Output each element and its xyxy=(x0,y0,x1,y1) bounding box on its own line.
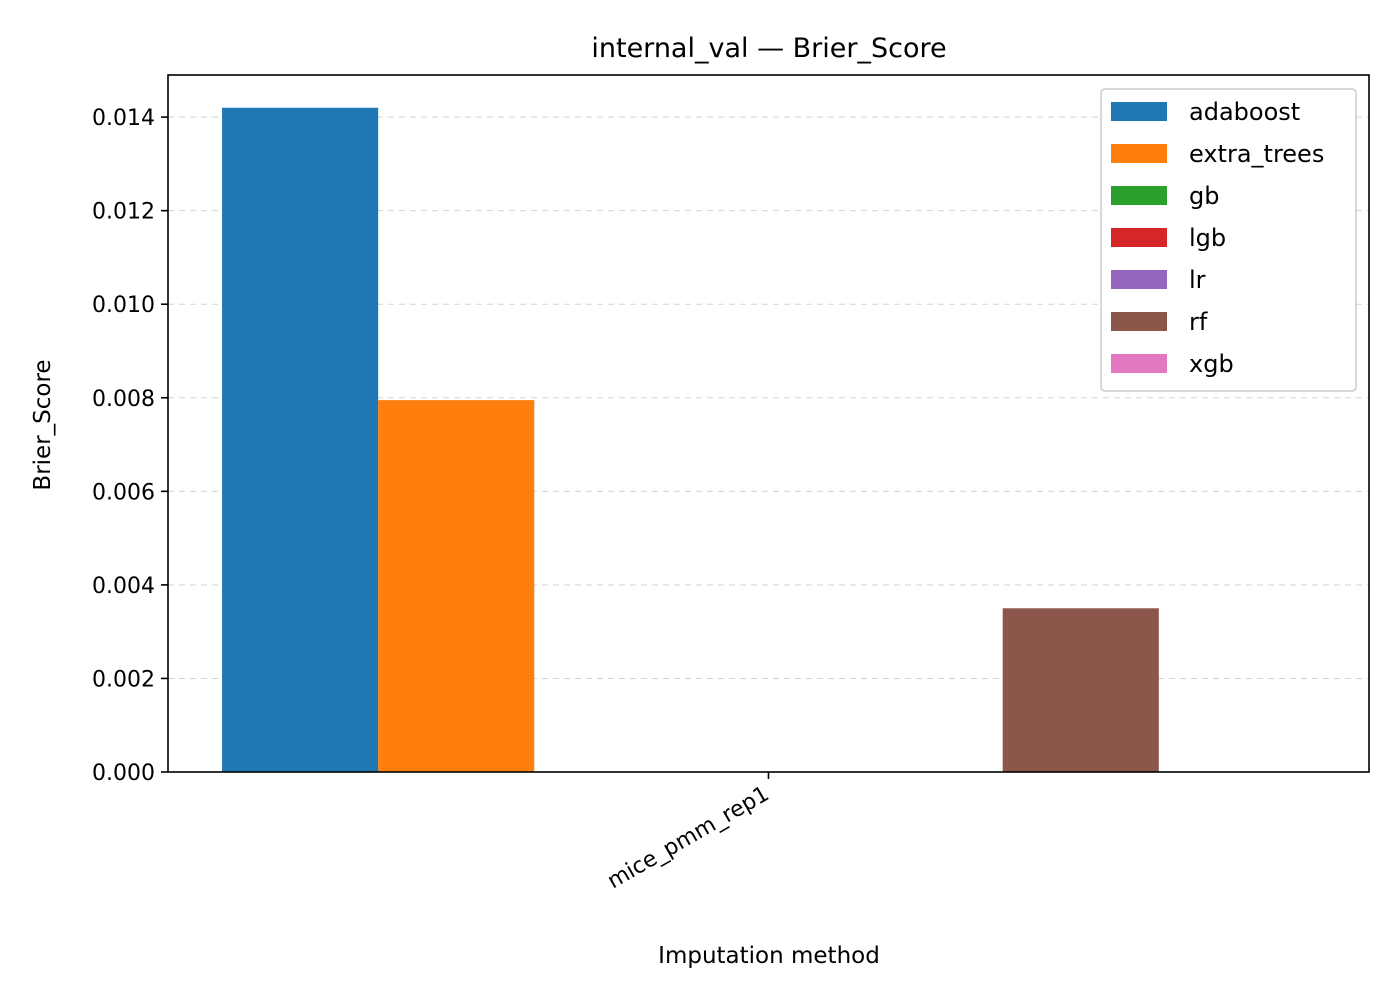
bar-adaboost xyxy=(222,107,379,772)
y-axis-label: Brier_Score xyxy=(30,359,56,490)
legend-swatch xyxy=(1111,354,1167,373)
y-tick-label: 0.000 xyxy=(92,761,155,786)
x-axis-label: Imputation method xyxy=(658,943,880,969)
legend-label: lgb xyxy=(1189,224,1226,252)
y-tick-label: 0.010 xyxy=(92,293,155,318)
y-tick-label: 0.006 xyxy=(92,480,155,505)
legend-swatch xyxy=(1111,312,1167,331)
chart-title: internal_val — Brier_Score xyxy=(591,33,946,64)
legend-label: rf xyxy=(1189,308,1208,336)
legend-swatch xyxy=(1111,228,1167,247)
x-axis-ticks: mice_pmm_rep1 xyxy=(603,772,774,895)
bar-rf xyxy=(1002,608,1159,772)
y-tick-label: 0.002 xyxy=(92,667,155,692)
y-tick-label: 0.008 xyxy=(92,387,155,412)
legend-label: gb xyxy=(1189,182,1219,210)
legend-swatch xyxy=(1111,270,1167,289)
legend-label: xgb xyxy=(1189,350,1234,378)
x-tick-label: mice_pmm_rep1 xyxy=(603,782,773,895)
y-tick-label: 0.004 xyxy=(92,574,155,599)
legend-label: extra_trees xyxy=(1189,140,1324,168)
legend-swatch xyxy=(1111,144,1167,163)
legend-swatch xyxy=(1111,102,1167,121)
bars xyxy=(222,107,1159,772)
y-axis-ticks: 0.000 0.002 0.004 0.006 0.008 0.010 0.012 0.014 xyxy=(92,106,168,786)
y-tick-label: 0.012 xyxy=(92,200,155,225)
legend-label: lr xyxy=(1189,266,1206,294)
legend-label: adaboost xyxy=(1189,98,1300,126)
y-tick-label: 0.014 xyxy=(92,106,155,131)
bar-extra-trees xyxy=(378,400,535,772)
legend-swatch xyxy=(1111,186,1167,205)
